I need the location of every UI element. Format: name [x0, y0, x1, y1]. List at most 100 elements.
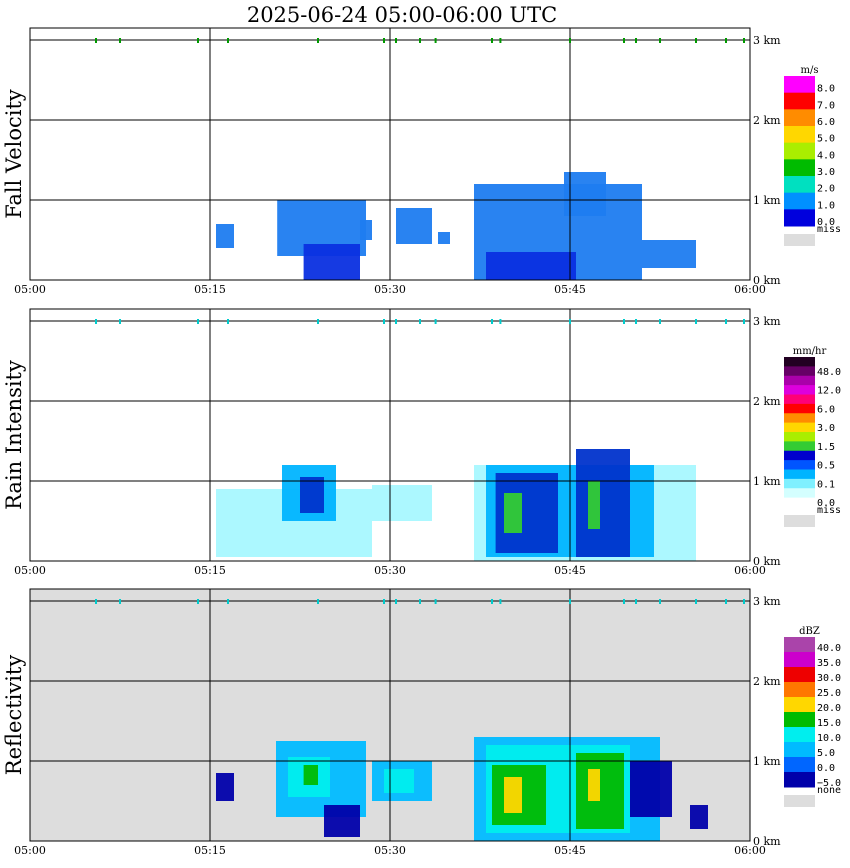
top-marker — [725, 599, 727, 604]
echo-region — [360, 220, 372, 240]
top-marker — [491, 599, 493, 604]
y-tick-label: 0 km — [753, 835, 781, 848]
y-tick-label: 2 km — [753, 675, 781, 688]
panel-1: 05:00 05:15 05:30 05:45 06:000 km 1 km 2 km 3 k… — [2, 27, 841, 296]
top-marker — [635, 38, 637, 43]
echo-region — [630, 761, 672, 817]
echo-region — [504, 777, 522, 813]
colorbar-label: 5.0 — [817, 134, 835, 145]
top-marker — [695, 319, 697, 324]
colorbar-swatch — [784, 727, 815, 743]
top-marker — [419, 599, 421, 604]
colorbar-swatch — [784, 432, 815, 442]
echo-region — [438, 232, 450, 244]
top-marker — [227, 599, 229, 604]
colorbar-missing-label: miss — [817, 224, 841, 235]
colorbar-label: 0.5 — [817, 461, 835, 472]
colorbar-swatch — [784, 772, 815, 788]
top-marker — [383, 319, 385, 324]
echo-region — [216, 224, 234, 248]
top-marker — [499, 319, 502, 324]
top-marker — [383, 38, 385, 43]
top-marker — [695, 38, 697, 43]
echo-region — [303, 765, 318, 785]
top-marker — [569, 319, 571, 324]
colorbar-swatch — [784, 697, 815, 713]
colorbar-missing-label: miss — [817, 505, 841, 516]
colorbar-swatch — [784, 403, 815, 414]
top-marker — [725, 319, 727, 324]
top-marker — [434, 599, 437, 604]
top-marker — [227, 38, 229, 43]
colorbar-swatch — [784, 142, 815, 160]
top-marker — [95, 38, 97, 43]
colorbar-label: 15.0 — [817, 718, 841, 729]
top-marker — [743, 319, 745, 324]
colorbar-missing-swatch — [784, 515, 815, 527]
colorbar-label: 40.0 — [817, 643, 841, 654]
colorbar-swatch — [784, 109, 815, 127]
top-marker — [197, 38, 199, 43]
top-marker — [395, 319, 397, 324]
colorbar-label: 0.0 — [817, 217, 835, 228]
echo-region — [576, 449, 630, 557]
colorbar-swatch — [784, 478, 815, 489]
plot-frame — [29, 588, 751, 842]
top-marker — [623, 599, 625, 604]
echo-region — [384, 769, 414, 793]
top-marker — [434, 38, 437, 43]
top-marker — [623, 319, 625, 324]
top-marker — [317, 38, 319, 43]
echo-region — [303, 244, 360, 280]
top-marker — [197, 319, 199, 324]
x-tick-label: 05:15 — [194, 564, 226, 577]
top-marker — [227, 319, 229, 324]
colorbar-swatch — [784, 209, 815, 227]
top-marker — [635, 319, 637, 324]
colorbar-unit: m/s — [801, 65, 819, 76]
top-marker — [395, 38, 397, 43]
colorbar-label: 20.0 — [817, 703, 841, 714]
colorbar-swatch — [784, 394, 815, 405]
colorbar-unit: dBZ — [799, 626, 820, 637]
colorbar-label: 6.0 — [817, 404, 835, 415]
top-marker — [569, 38, 571, 43]
x-tick-label: 05:45 — [554, 844, 586, 857]
x-tick-label: 05:00 — [14, 844, 46, 857]
colorbar-swatch — [784, 385, 815, 395]
echo-region — [504, 493, 522, 533]
x-tick-label: 05:30 — [374, 283, 406, 296]
colorbar-label: 6.0 — [817, 117, 835, 128]
top-marker — [659, 319, 661, 324]
colorbar-swatch — [784, 76, 815, 94]
top-marker — [491, 38, 493, 43]
plot-frame — [29, 308, 751, 562]
colorbar-swatch — [784, 176, 815, 194]
colorbar-label: 3.0 — [817, 423, 835, 434]
colorbar-swatch — [784, 441, 815, 452]
y-tick-label: 2 km — [753, 114, 781, 127]
x-tick-label: 05:30 — [374, 564, 406, 577]
top-marker — [95, 599, 97, 604]
x-tick-label: 06:00 — [734, 283, 766, 296]
colorbar-swatch — [784, 460, 815, 470]
colorbar-swatch — [784, 667, 815, 683]
colorbar-swatch — [784, 637, 815, 653]
colorbar-swatch — [784, 712, 815, 728]
y-tick-label: 3 km — [753, 595, 781, 608]
top-marker — [197, 599, 199, 604]
echo-region — [588, 481, 600, 529]
top-marker — [659, 38, 661, 43]
colorbar-swatch — [784, 450, 815, 461]
colorbar-swatch — [784, 375, 815, 386]
colorbar-missing-label: none — [817, 785, 841, 796]
colorbar-label: 12.0 — [817, 386, 841, 397]
x-tick-label: 05:45 — [554, 564, 586, 577]
top-marker — [434, 319, 437, 324]
top-marker — [317, 319, 319, 324]
x-tick-label: 05:00 — [14, 283, 46, 296]
echo-region — [216, 773, 234, 801]
x-tick-label: 05:00 — [14, 564, 46, 577]
top-marker — [419, 38, 421, 43]
